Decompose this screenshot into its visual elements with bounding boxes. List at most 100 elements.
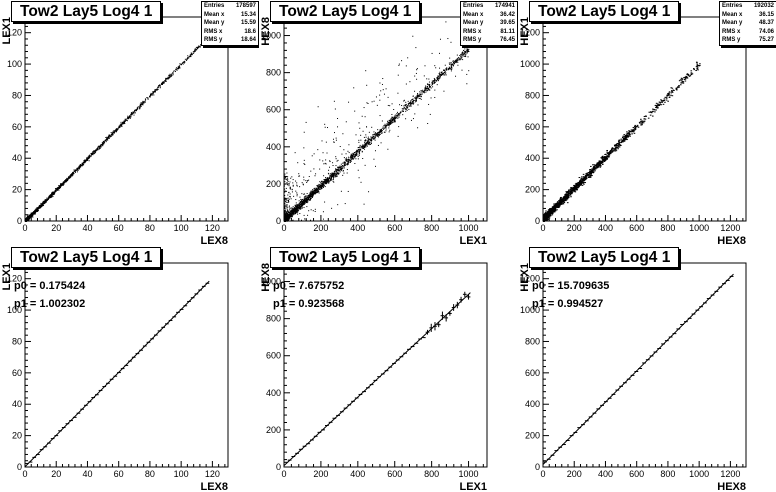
- scatter-point: [386, 125, 388, 127]
- scatter-point: [158, 86, 160, 88]
- stats-key: Mean y: [463, 20, 484, 27]
- y-axis-label: HEX1: [519, 17, 531, 46]
- scatter-point: [301, 207, 303, 209]
- scatter-point: [349, 157, 351, 159]
- scatter-point: [290, 216, 292, 218]
- scatter-point: [324, 123, 326, 125]
- scatter-point: [289, 210, 291, 212]
- scatter-point: [555, 206, 558, 208]
- scatter-point: [300, 203, 302, 205]
- scatter-point: [322, 160, 324, 162]
- scatter-point: [310, 196, 312, 198]
- scatter-point: [305, 202, 307, 204]
- scatter-point: [385, 128, 387, 130]
- scatter-point: [368, 142, 370, 144]
- scatter-point: [139, 107, 141, 109]
- scatter-point: [353, 152, 355, 154]
- y-tick-label: 1200: [520, 28, 540, 38]
- scatter-point: [44, 199, 46, 201]
- scatter-point: [371, 101, 373, 103]
- scatter-point: [402, 110, 404, 112]
- scatter-point: [348, 101, 350, 103]
- scatter-point: [165, 80, 167, 82]
- scatter-point: [41, 205, 43, 207]
- scatter-point: [46, 199, 48, 201]
- scatter-point: [307, 196, 309, 198]
- scatter-point: [292, 213, 294, 215]
- scatter-point: [74, 170, 76, 172]
- scatter-point: [352, 157, 354, 159]
- scatter-point: [338, 173, 340, 175]
- scatter-point: [353, 154, 355, 156]
- scatter-point: [81, 164, 83, 166]
- scatter-point: [378, 133, 380, 135]
- scatter-point: [304, 202, 306, 204]
- scatter-point: [393, 119, 395, 121]
- scatter-point: [300, 208, 302, 210]
- scatter-point: [323, 184, 325, 186]
- scatter-point: [354, 110, 356, 112]
- scatter-point: [326, 152, 328, 154]
- scatter-point: [378, 132, 380, 134]
- scatter-point: [312, 192, 314, 194]
- scatter-point: [312, 210, 314, 212]
- scatter-point: [322, 218, 324, 220]
- scatter-point: [73, 171, 75, 173]
- scatter-point: [368, 141, 370, 143]
- scatter-point: [108, 135, 110, 137]
- scatter-point: [345, 153, 347, 155]
- scatter-point: [389, 122, 391, 124]
- scatter-point: [284, 178, 286, 180]
- scatter-point: [83, 164, 85, 166]
- scatter-point: [139, 106, 141, 108]
- scatter-point: [195, 47, 197, 49]
- scatter-point: [310, 170, 312, 172]
- scatter-point: [298, 207, 300, 209]
- scatter-point: [379, 131, 381, 133]
- scatter-point: [68, 178, 70, 180]
- scatter-point: [426, 90, 428, 92]
- scatter-point: [466, 51, 468, 53]
- scatter-point: [569, 189, 571, 191]
- scatter-point: [64, 181, 66, 183]
- scatter-point: [371, 140, 373, 142]
- scatter-point: [337, 117, 339, 119]
- scatter-point: [284, 201, 286, 203]
- scatter-point: [35, 211, 37, 213]
- scatter-point: [350, 153, 352, 155]
- scatter-point: [395, 118, 397, 120]
- scatter-point: [163, 81, 165, 83]
- scatter-point: [424, 89, 426, 91]
- scatter-point: [285, 216, 287, 218]
- scatter-point: [444, 64, 446, 66]
- scatter-point: [27, 218, 29, 220]
- scatter-point: [117, 129, 119, 131]
- scatter-point: [367, 140, 369, 142]
- scatter-point: [450, 61, 452, 63]
- scatter-point: [395, 116, 397, 118]
- scatter-point: [117, 128, 119, 130]
- scatter-point: [392, 117, 394, 119]
- scatter-point: [337, 167, 339, 169]
- scatter-point: [332, 138, 334, 140]
- scatter-point: [439, 74, 441, 76]
- scatter-point: [341, 166, 343, 168]
- scatter-point: [397, 92, 399, 94]
- scatter-point: [308, 176, 310, 178]
- scatter-point: [324, 179, 326, 181]
- y-axis-label: HEX8: [260, 17, 272, 46]
- scatter-point: [416, 99, 418, 101]
- scatter-point: [364, 146, 366, 148]
- scatter-point: [295, 206, 297, 208]
- scatter-point: [303, 198, 305, 200]
- scatter-point: [115, 130, 117, 132]
- scatter-point: [348, 161, 350, 163]
- scatter-point: [57, 188, 59, 190]
- scatter-point: [138, 106, 140, 108]
- scatter-point: [322, 186, 324, 188]
- scatter-point: [128, 116, 130, 118]
- scatter-point: [284, 202, 286, 204]
- scatter-point: [423, 92, 425, 94]
- scatter-point: [296, 210, 298, 212]
- scatter-point: [321, 185, 323, 187]
